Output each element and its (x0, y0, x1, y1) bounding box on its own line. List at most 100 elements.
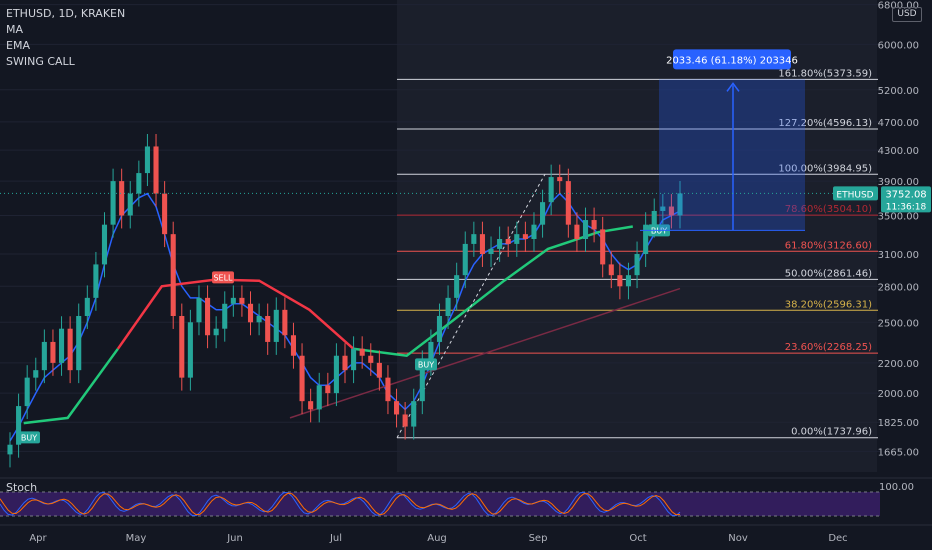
candle-body (136, 173, 142, 194)
candle-body (24, 377, 30, 407)
candle-body (84, 297, 90, 317)
candle-body (273, 309, 279, 342)
candle-body (548, 177, 554, 203)
currency-badge[interactable]: USD (892, 7, 922, 22)
candle-body (127, 193, 133, 216)
price-tick-label: 4300.00 (878, 146, 919, 157)
candle-body (16, 406, 22, 445)
price-tick-label: 6800.00 (878, 1, 919, 12)
candle-body (514, 234, 520, 244)
candle-body (436, 316, 443, 342)
fib-level-label: 50.00%(2861.46) (785, 268, 872, 279)
candle-body (368, 355, 374, 363)
candle-body (651, 210, 657, 225)
price-tick-label: 2000.00 (878, 389, 919, 400)
candle-body (213, 328, 219, 336)
candle-body (454, 275, 460, 298)
time-tick-label: Jun (226, 533, 243, 544)
candle-body (153, 146, 159, 194)
candle-body (76, 316, 82, 371)
time-tick-label: Jul (329, 533, 342, 544)
swing-badge-label: BUY (21, 433, 37, 442)
candle-body (462, 243, 468, 276)
candle-body (591, 220, 597, 230)
swing-badge (212, 271, 234, 284)
time-tick-label: Dec (828, 533, 847, 544)
stoch-pane: Stoch 100.00 (0, 477, 932, 517)
candle-body (505, 238, 511, 244)
candle-body (41, 341, 47, 371)
candle-body (582, 220, 589, 239)
candle-body (93, 264, 99, 298)
fib-level-label: 100.00%(3984.95) (778, 163, 872, 174)
fib-level-label: 161.80%(5373.59) (778, 68, 872, 79)
candle-body (471, 234, 477, 244)
candle-body (531, 224, 537, 239)
price-tick-label: 1825.00 (878, 418, 919, 429)
candle-body (385, 377, 391, 402)
candle-body (540, 202, 546, 225)
candle-body (67, 328, 73, 371)
time-tick-label: Oct (629, 533, 646, 544)
candle-body (222, 303, 228, 329)
fibonacci-retracement[interactable]: 161.80%(5373.59) 127.20%(4596.13) 100.00%(… (397, 68, 878, 439)
candle-body (497, 238, 503, 249)
fib-level-label: 0.00%(1737.96) (791, 427, 872, 438)
candle-body (247, 303, 254, 323)
time-tick-label: May (126, 533, 147, 544)
candle-body (479, 234, 485, 255)
candle-body (428, 341, 434, 363)
price-tick-label: 2800.00 (878, 282, 919, 293)
price-tick-label: 3500.00 (878, 211, 919, 222)
candle-body (196, 297, 202, 323)
price-tick-label: 1665.00 (878, 447, 919, 458)
measure-tool[interactable]: 2033.46 (61.18%) 203346 (640, 49, 805, 231)
symbol-tag-label: ETHUSD (836, 190, 873, 200)
bar-countdown: 11:36:18 (886, 202, 927, 212)
fib-level-label: 38.20%(2596.31) (785, 299, 872, 310)
candle-body (119, 181, 125, 216)
indicator-ma-label[interactable]: MA (6, 23, 24, 36)
candle-body (565, 181, 571, 225)
candle-body (101, 224, 108, 265)
time-tick-label: Sep (529, 533, 548, 544)
candlesticks[interactable] (7, 134, 683, 468)
candle-body (205, 297, 211, 336)
long-ma-line (289, 287, 681, 419)
candle-body (230, 297, 236, 304)
candle-body (50, 341, 56, 363)
time-axis[interactable]: Apr May Jun Jul Aug Sep Oct Nov Dec (0, 524, 932, 544)
candle-body (522, 234, 528, 239)
time-tick-label: Nov (728, 533, 748, 544)
candle-body (316, 385, 322, 410)
measure-label-box (673, 49, 791, 70)
candle-body (256, 316, 262, 323)
candle-body (179, 316, 185, 378)
stoch-d-line (0, 492, 681, 516)
candle-body (376, 362, 382, 378)
swing-badge-label: SELL (213, 273, 233, 282)
last-price-tag (881, 186, 931, 213)
swing-badge (18, 431, 40, 444)
candle-body (144, 146, 150, 174)
candle-body (393, 401, 400, 415)
candle-body (643, 224, 649, 255)
indicator-swing-call-label[interactable]: SWING CALL (6, 55, 75, 68)
ema-line-green (23, 348, 119, 425)
candle-body (170, 234, 176, 317)
candle-body (660, 206, 666, 211)
candle-body (359, 348, 365, 356)
fib-level-label: 23.60%(2268.25) (785, 342, 872, 353)
measure-label: 2033.46 (61.18%) 203346 (666, 55, 798, 66)
swing-badge-label: BUY (418, 360, 434, 369)
candle-body (239, 297, 245, 304)
candle-body (617, 275, 623, 287)
candle-body (411, 401, 417, 427)
candle-body (290, 335, 297, 356)
candle-body (110, 181, 116, 225)
candle-body (574, 224, 580, 239)
indicator-ema-label[interactable]: EMA (6, 39, 30, 52)
